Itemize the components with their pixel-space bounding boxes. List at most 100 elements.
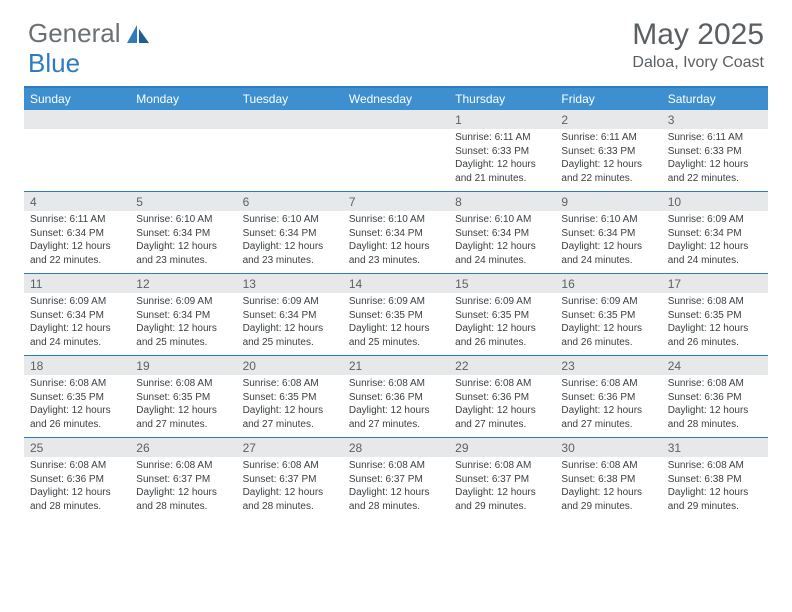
sail-icon xyxy=(125,23,151,45)
day-info-line: Sunset: 6:35 PM xyxy=(455,309,549,323)
day-number: 21 xyxy=(343,356,449,375)
day-number: 3 xyxy=(662,110,768,129)
day-number: 14 xyxy=(343,274,449,293)
day-info-line: Sunrise: 6:08 AM xyxy=(561,459,655,473)
day-info-line: Sunset: 6:33 PM xyxy=(561,145,655,159)
daynum-row: 11121314151617 xyxy=(24,274,768,293)
day-cell: Sunrise: 6:11 AMSunset: 6:34 PMDaylight:… xyxy=(24,211,130,273)
day-info-line: Daylight: 12 hours and 27 minutes. xyxy=(136,404,230,431)
day-info-line: Sunrise: 6:08 AM xyxy=(30,459,124,473)
day-number xyxy=(343,110,449,129)
day-info-line: Sunrise: 6:09 AM xyxy=(349,295,443,309)
daynum-row: 25262728293031 xyxy=(24,438,768,457)
day-info-line: Sunrise: 6:08 AM xyxy=(668,295,762,309)
day-cell: Sunrise: 6:08 AMSunset: 6:36 PMDaylight:… xyxy=(449,375,555,437)
day-info-line: Daylight: 12 hours and 26 minutes. xyxy=(455,322,549,349)
day-info-line: Daylight: 12 hours and 24 minutes. xyxy=(668,240,762,267)
day-info-line: Daylight: 12 hours and 21 minutes. xyxy=(455,158,549,185)
day-info-line: Daylight: 12 hours and 25 minutes. xyxy=(136,322,230,349)
day-number: 19 xyxy=(130,356,236,375)
day-number: 20 xyxy=(237,356,343,375)
day-info-line: Sunrise: 6:10 AM xyxy=(349,213,443,227)
day-info-line: Daylight: 12 hours and 28 minutes. xyxy=(30,486,124,513)
dow-cell: Monday xyxy=(130,88,236,110)
day-info-line: Daylight: 12 hours and 23 minutes. xyxy=(136,240,230,267)
day-info-line: Daylight: 12 hours and 26 minutes. xyxy=(668,322,762,349)
day-info-line: Sunset: 6:36 PM xyxy=(668,391,762,405)
day-cell: Sunrise: 6:11 AMSunset: 6:33 PMDaylight:… xyxy=(449,129,555,191)
brand-part1: General xyxy=(28,18,121,49)
day-number: 16 xyxy=(555,274,661,293)
dow-cell: Wednesday xyxy=(343,88,449,110)
body-row: Sunrise: 6:11 AMSunset: 6:34 PMDaylight:… xyxy=(24,211,768,274)
dow-cell: Tuesday xyxy=(237,88,343,110)
day-cell: Sunrise: 6:09 AMSunset: 6:35 PMDaylight:… xyxy=(449,293,555,355)
day-info-line: Daylight: 12 hours and 23 minutes. xyxy=(243,240,337,267)
day-info-line: Sunset: 6:35 PM xyxy=(243,391,337,405)
day-number: 11 xyxy=(24,274,130,293)
day-number xyxy=(24,110,130,129)
day-info-line: Sunset: 6:37 PM xyxy=(455,473,549,487)
day-info-line: Sunrise: 6:08 AM xyxy=(243,377,337,391)
day-cell: Sunrise: 6:08 AMSunset: 6:35 PMDaylight:… xyxy=(130,375,236,437)
day-cell: Sunrise: 6:11 AMSunset: 6:33 PMDaylight:… xyxy=(555,129,661,191)
day-info-line: Sunset: 6:35 PM xyxy=(349,309,443,323)
day-number: 6 xyxy=(237,192,343,211)
day-cell: Sunrise: 6:08 AMSunset: 6:37 PMDaylight:… xyxy=(343,457,449,519)
day-info-line: Sunset: 6:37 PM xyxy=(243,473,337,487)
day-info-line: Sunset: 6:34 PM xyxy=(349,227,443,241)
day-info-line: Sunrise: 6:11 AM xyxy=(30,213,124,227)
day-info-line: Sunset: 6:37 PM xyxy=(136,473,230,487)
day-info-line: Daylight: 12 hours and 26 minutes. xyxy=(561,322,655,349)
day-number: 10 xyxy=(662,192,768,211)
day-info-line: Sunrise: 6:11 AM xyxy=(668,131,762,145)
day-info-line: Daylight: 12 hours and 27 minutes. xyxy=(349,404,443,431)
day-info-line: Sunset: 6:35 PM xyxy=(136,391,230,405)
day-info-line: Sunrise: 6:08 AM xyxy=(455,459,549,473)
day-info-line: Sunrise: 6:10 AM xyxy=(243,213,337,227)
day-info-line: Sunset: 6:38 PM xyxy=(668,473,762,487)
day-info-line: Daylight: 12 hours and 28 minutes. xyxy=(349,486,443,513)
day-info-line: Daylight: 12 hours and 25 minutes. xyxy=(349,322,443,349)
day-number: 4 xyxy=(24,192,130,211)
title-block: May 2025 Daloa, Ivory Coast xyxy=(632,18,764,72)
day-number: 23 xyxy=(555,356,661,375)
day-number: 9 xyxy=(555,192,661,211)
day-info-line: Sunrise: 6:08 AM xyxy=(455,377,549,391)
daynum-row: 18192021222324 xyxy=(24,356,768,375)
day-cell: Sunrise: 6:08 AMSunset: 6:36 PMDaylight:… xyxy=(24,457,130,519)
weeks-container: 123Sunrise: 6:11 AMSunset: 6:33 PMDaylig… xyxy=(24,110,768,519)
day-cell xyxy=(130,129,236,191)
day-cell: Sunrise: 6:10 AMSunset: 6:34 PMDaylight:… xyxy=(130,211,236,273)
dow-cell: Thursday xyxy=(449,88,555,110)
day-info-line: Sunrise: 6:11 AM xyxy=(561,131,655,145)
day-info-line: Sunrise: 6:08 AM xyxy=(30,377,124,391)
day-info-line: Sunset: 6:34 PM xyxy=(30,309,124,323)
dow-row: SundayMondayTuesdayWednesdayThursdayFrid… xyxy=(24,88,768,110)
day-info-line: Daylight: 12 hours and 23 minutes. xyxy=(349,240,443,267)
day-number: 15 xyxy=(449,274,555,293)
body-row: Sunrise: 6:09 AM Sunset: 6:34 PM Daylight:… xyxy=(24,293,768,356)
day-info-line: Daylight: 12 hours and 22 minutes. xyxy=(30,240,124,267)
day-info-line: Sunset: 6:34 PM xyxy=(561,227,655,241)
day-cell: Sunrise: 6:08 AMSunset: 6:36 PMDaylight:… xyxy=(662,375,768,437)
day-info-line: Sunrise: 6:09 AM xyxy=(455,295,549,309)
day-info-line: Sunrise: 6:08 AM xyxy=(136,377,230,391)
day-info-line: Sunset: 6:36 PM xyxy=(561,391,655,405)
day-cell: Sunrise: 6:09 AMSunset: 6:34 PMDaylight:… xyxy=(130,293,236,355)
day-cell xyxy=(24,129,130,191)
day-info-line: Sunrise: 6:09 AM xyxy=(668,213,762,227)
day-number: 24 xyxy=(662,356,768,375)
day-info-line: Sunrise: 6:10 AM xyxy=(561,213,655,227)
calendar: SundayMondayTuesdayWednesdayThursdayFrid… xyxy=(24,86,768,519)
day-number: 30 xyxy=(555,438,661,457)
day-cell: Sunrise: 6:10 AMSunset: 6:34 PMDaylight:… xyxy=(555,211,661,273)
day-cell: Sunrise: 6:08 AMSunset: 6:38 PMDaylight:… xyxy=(662,457,768,519)
day-info-line: Sunset: 6:33 PM xyxy=(455,145,549,159)
day-info-line: Sunset: 6:36 PM xyxy=(30,473,124,487)
day-cell: Sunrise: 6:09 AMSunset: 6:34 PMDaylight:… xyxy=(24,293,130,355)
day-info-line: Sunrise: 6:10 AM xyxy=(455,213,549,227)
day-number: 12 xyxy=(130,274,236,293)
header: General May 2025 Daloa, Ivory Coast xyxy=(0,0,792,80)
day-cell: Sunrise: 6:09 AMSunset: 6:35 PMDaylight:… xyxy=(343,293,449,355)
